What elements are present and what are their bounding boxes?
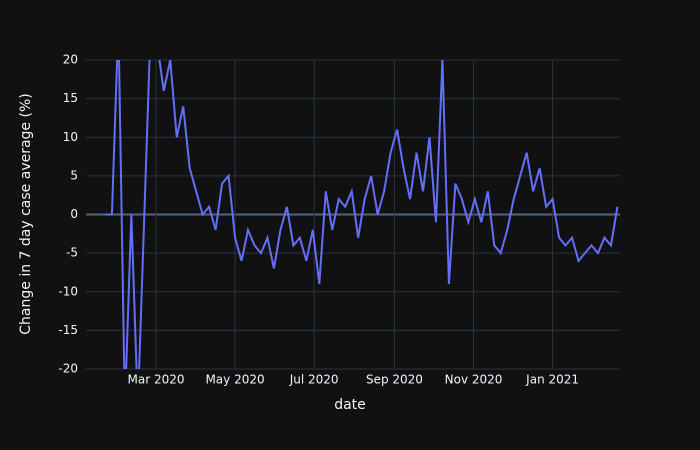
y-tick-label: -15	[58, 323, 78, 337]
data-line	[105, 60, 619, 369]
x-tick-label: Jan 2021	[525, 373, 579, 387]
x-tick-label: Jul 2020	[289, 373, 339, 387]
y-tick-label: 0	[70, 207, 78, 221]
x-axis-title: date	[334, 397, 366, 413]
y-tick-label: 10	[63, 130, 78, 144]
x-tick-label: Nov 2020	[445, 373, 503, 387]
x-tick-label: Sep 2020	[366, 373, 423, 387]
y-tick-label: 20	[63, 53, 78, 67]
x-tick-label: May 2020	[205, 373, 264, 387]
y-tick-label: 15	[63, 91, 78, 105]
x-tick-label: Mar 2020	[127, 373, 184, 387]
y-tick-label: -10	[58, 284, 78, 298]
y-axis-title: Change in 7 day case average (%)	[18, 93, 34, 334]
y-tick-label: -5	[66, 246, 78, 260]
y-tick-label: 5	[70, 168, 78, 182]
y-tick-label: -20	[58, 362, 78, 376]
